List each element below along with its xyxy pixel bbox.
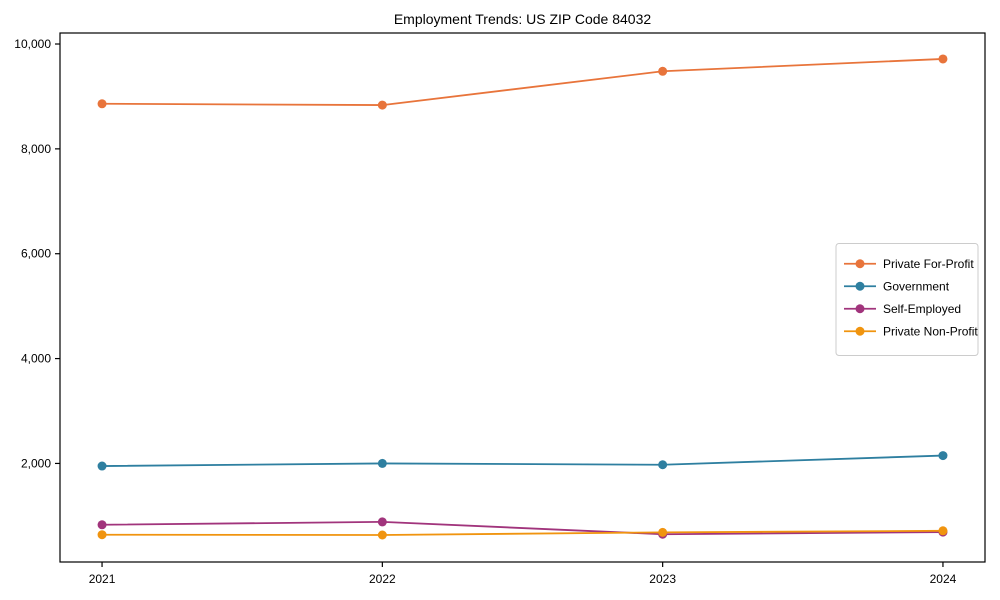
series-private-non-profit	[97, 526, 948, 540]
legend-label: Government	[883, 279, 950, 293]
data-point-private-non-profit	[97, 530, 107, 540]
x-tick-label: 2024	[930, 572, 957, 586]
legend-marker-dot	[855, 326, 865, 336]
y-tick-label: 6,000	[21, 247, 51, 261]
data-point-government	[938, 451, 948, 461]
data-point-private-for-profit	[97, 99, 107, 109]
x-tick-label: 2022	[369, 572, 396, 586]
series-private-for-profit	[97, 54, 948, 110]
data-point-government	[377, 458, 387, 468]
legend-box	[835, 243, 979, 356]
y-tick-label: 2,000	[21, 456, 51, 470]
series-line-private-for-profit	[102, 58, 943, 106]
legend-marker-dot	[855, 259, 865, 269]
data-point-private-non-profit	[377, 530, 387, 540]
y-tick-label: 10,000	[14, 37, 51, 51]
legend-label: Private Non-Profit	[883, 324, 978, 338]
chart-title: Employment Trends: US ZIP Code 84032	[393, 11, 652, 27]
data-point-government	[658, 460, 668, 470]
legend-marker-dot	[855, 304, 865, 314]
legend-label: Self-Employed	[883, 302, 961, 316]
series-line-self-employed	[102, 520, 943, 536]
data-point-government	[97, 461, 107, 471]
legend-item-self-employed: Self-Employed	[844, 302, 961, 316]
legend-item-private-non-profit: Private Non-Profit	[844, 324, 978, 338]
data-point-private-for-profit	[938, 54, 948, 64]
x-tick-label: 2023	[649, 572, 676, 586]
y-tick-label: 4,000	[21, 352, 51, 366]
data-point-self-employed	[377, 517, 387, 527]
series-line-private-non-profit	[102, 529, 943, 536]
y-tick-label: 8,000	[21, 142, 51, 156]
data-point-private-for-profit	[658, 66, 668, 76]
data-point-private-non-profit	[658, 527, 668, 537]
data-point-private-non-profit	[938, 526, 948, 536]
legend-item-government: Government	[844, 279, 950, 293]
series-line-government	[102, 454, 943, 467]
x-tick-label: 2021	[89, 572, 116, 586]
legend-item-private-for-profit: Private For-Profit	[844, 257, 974, 271]
series-government	[97, 451, 948, 471]
axes-frame	[59, 32, 986, 563]
legend: Private For-Profit Government Self-Employe…	[835, 243, 979, 356]
data-point-self-employed	[97, 520, 107, 530]
legend-marker-dot	[855, 281, 865, 291]
legend-label: Private For-Profit	[883, 257, 974, 271]
data-point-private-for-profit	[377, 100, 387, 110]
